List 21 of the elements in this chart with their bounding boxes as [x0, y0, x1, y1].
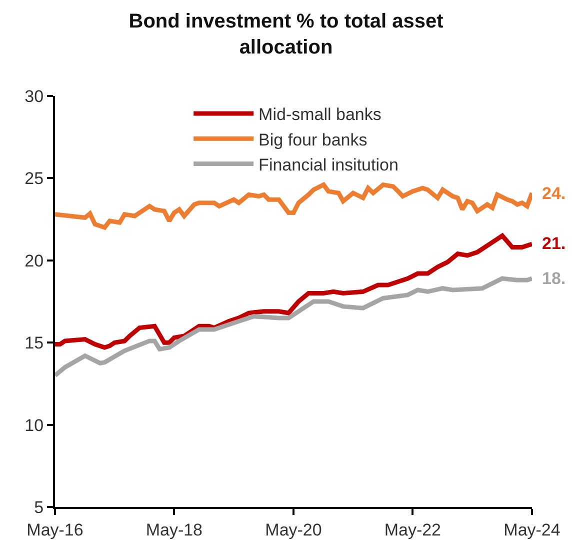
x-tick-label: May-20 [265, 520, 322, 540]
legend-label: Financial insitution [258, 155, 398, 174]
y-tick-label: 5 [34, 498, 44, 517]
legend-label: Mid-small banks [258, 105, 382, 124]
annotation: 18. [542, 269, 566, 288]
line-series [55, 276, 532, 378]
x-tick-label: May-18 [146, 520, 203, 540]
y-tick-label: 10 [24, 416, 44, 435]
x-tick-label: May-16 [26, 520, 84, 540]
legend-label: Big four banks [258, 130, 368, 150]
annotation: 21. [542, 234, 566, 253]
line-series [55, 182, 532, 230]
x-tick-label: May-22 [384, 520, 442, 540]
y-tick-label: 15 [24, 334, 44, 353]
line-series [55, 233, 532, 350]
y-tick-label: 30 [24, 86, 44, 106]
chart-title: Bond investment % to total asset allocation [128, 10, 444, 59]
y-tick-label: 25 [24, 169, 44, 188]
x-tick-label: May-24 [504, 520, 560, 540]
y-tick-label: 20 [24, 251, 44, 270]
annotation: 24. [542, 184, 566, 203]
